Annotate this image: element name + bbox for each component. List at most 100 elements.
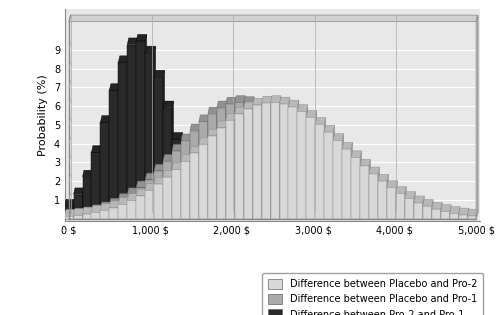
Polygon shape (118, 198, 128, 204)
Polygon shape (360, 198, 370, 204)
Bar (280, 129, 288, 219)
Bar (100, 122, 110, 219)
Polygon shape (369, 159, 370, 219)
Bar (423, 218, 432, 219)
Bar (351, 199, 360, 219)
Bar (64, 206, 74, 219)
Polygon shape (306, 153, 317, 159)
Polygon shape (414, 196, 424, 203)
Polygon shape (360, 159, 370, 166)
Polygon shape (163, 164, 164, 219)
Polygon shape (208, 138, 210, 219)
Polygon shape (316, 163, 326, 169)
Polygon shape (405, 209, 415, 216)
Bar (128, 194, 136, 219)
Polygon shape (82, 188, 84, 219)
Polygon shape (118, 194, 128, 200)
Polygon shape (118, 56, 128, 62)
Polygon shape (181, 160, 192, 166)
Polygon shape (342, 187, 352, 193)
Polygon shape (145, 184, 156, 190)
Polygon shape (440, 205, 451, 211)
Bar (82, 177, 92, 219)
Polygon shape (145, 173, 156, 180)
Bar (252, 107, 262, 219)
Polygon shape (476, 15, 478, 219)
Polygon shape (217, 203, 218, 219)
Polygon shape (234, 210, 236, 219)
Polygon shape (288, 97, 290, 219)
Polygon shape (154, 184, 156, 219)
Bar (208, 136, 217, 219)
Polygon shape (199, 146, 200, 219)
Polygon shape (226, 97, 236, 104)
Polygon shape (405, 208, 406, 219)
Polygon shape (208, 195, 210, 219)
Polygon shape (298, 132, 299, 219)
Polygon shape (226, 121, 227, 219)
Polygon shape (440, 203, 442, 219)
Bar (100, 209, 110, 219)
Bar (154, 184, 163, 219)
Polygon shape (226, 101, 227, 219)
Bar (199, 122, 208, 219)
Polygon shape (324, 172, 334, 178)
Bar (82, 214, 92, 219)
Polygon shape (262, 98, 263, 219)
Polygon shape (387, 181, 398, 187)
Bar (199, 201, 208, 219)
Polygon shape (280, 97, 290, 104)
Polygon shape (199, 181, 200, 219)
Polygon shape (270, 106, 272, 219)
Polygon shape (244, 97, 254, 103)
Polygon shape (244, 96, 245, 219)
Polygon shape (369, 201, 380, 208)
Polygon shape (423, 210, 424, 219)
Bar (405, 216, 414, 219)
Polygon shape (432, 203, 442, 209)
Polygon shape (136, 189, 146, 196)
Bar (360, 204, 369, 219)
Bar (118, 200, 128, 219)
Polygon shape (136, 188, 138, 219)
Polygon shape (92, 170, 93, 219)
Polygon shape (387, 174, 388, 219)
Polygon shape (226, 210, 236, 217)
Polygon shape (378, 167, 380, 219)
Polygon shape (74, 209, 84, 215)
Polygon shape (163, 177, 164, 219)
Polygon shape (396, 187, 406, 193)
Bar (369, 208, 378, 219)
Bar (74, 194, 82, 219)
Polygon shape (262, 106, 272, 112)
Polygon shape (396, 207, 398, 219)
Bar (396, 193, 405, 219)
Polygon shape (163, 155, 173, 161)
Polygon shape (217, 101, 227, 108)
Polygon shape (64, 210, 75, 216)
Polygon shape (74, 210, 75, 219)
Bar (450, 213, 458, 219)
Polygon shape (288, 132, 299, 139)
Polygon shape (92, 206, 102, 212)
Polygon shape (458, 207, 460, 219)
Polygon shape (190, 146, 200, 153)
Polygon shape (316, 117, 326, 124)
Polygon shape (110, 116, 111, 219)
Polygon shape (82, 209, 84, 219)
Polygon shape (450, 207, 460, 213)
Polygon shape (369, 167, 380, 174)
Bar (163, 177, 172, 219)
Polygon shape (74, 209, 84, 215)
Polygon shape (217, 129, 218, 219)
Bar (369, 174, 378, 219)
Polygon shape (378, 204, 388, 211)
Polygon shape (351, 151, 362, 158)
Polygon shape (280, 96, 281, 219)
Polygon shape (128, 194, 138, 200)
Polygon shape (190, 155, 192, 219)
Polygon shape (92, 146, 102, 152)
Bar (136, 196, 145, 219)
Polygon shape (234, 97, 236, 219)
Polygon shape (100, 206, 102, 219)
